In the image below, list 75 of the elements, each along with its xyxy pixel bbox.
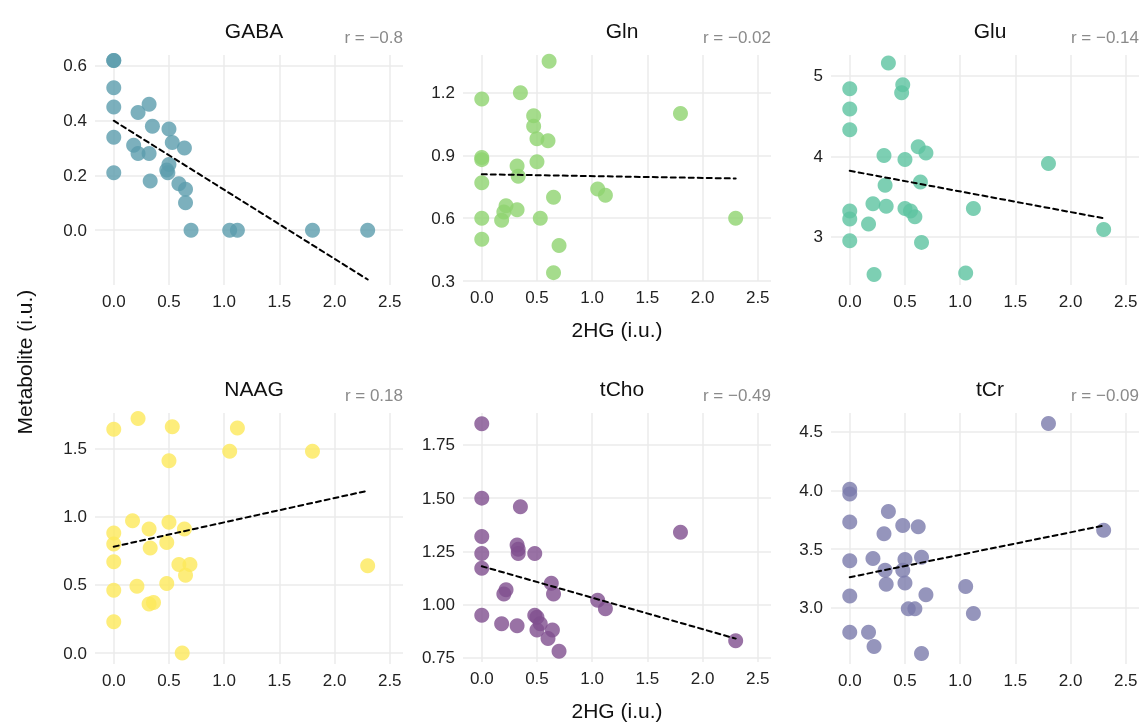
y-tick-label: 4.5 <box>799 422 823 442</box>
x-tick-label: 2.0 <box>322 292 347 311</box>
y-tick-label: 0.0 <box>63 220 87 240</box>
y-tick-label: 0.75 <box>421 648 455 668</box>
x-tick-label: 1.5 <box>267 292 292 311</box>
x-axis-title: 2HG (i.u.) <box>571 318 663 341</box>
y-tick-label: 4 <box>813 146 823 166</box>
chart-title: NAAG <box>224 377 284 400</box>
x-tick-label: 2.0 <box>1058 292 1083 311</box>
y-tick-label: 0.0 <box>63 643 87 663</box>
y-tick-label: 0.2 <box>63 165 87 185</box>
chart-title: Gln <box>605 19 639 42</box>
x-tick-label: 1.0 <box>212 671 236 690</box>
x-tick-label: 0.5 <box>525 288 549 307</box>
x-tick-label: 2.0 <box>690 669 715 688</box>
y-tick-label: 3 <box>813 227 823 247</box>
text: r = 0.18 <box>344 386 403 405</box>
text: r = −0.09 <box>1070 386 1140 405</box>
x-tick-label: 2.5 <box>745 669 770 688</box>
y-tick-label: 0.4 <box>63 111 87 131</box>
chart-title: Glu <box>973 19 1007 42</box>
x-tick-label: 1.5 <box>635 288 660 307</box>
y-tick-label: 1.00 <box>421 595 455 615</box>
x-tick-label: 2.5 <box>745 288 770 307</box>
y-tick-label: 0.5 <box>63 575 87 595</box>
chart-title: tCr <box>976 377 1004 400</box>
x-tick-label: 2.5 <box>1113 292 1138 311</box>
x-tick-label: 1.0 <box>948 292 972 311</box>
y-tick-label: 4.0 <box>799 480 823 500</box>
text: r = −0.02 <box>702 28 772 47</box>
x-tick-label: 1.0 <box>580 669 604 688</box>
x-tick-label: 1.5 <box>267 671 292 690</box>
x-tick-label: 1.5 <box>1003 292 1028 311</box>
x-tick-label: 2.5 <box>377 292 402 311</box>
text: r = −0.14 <box>1070 28 1140 47</box>
x-tick-label: 0.0 <box>837 292 862 311</box>
x-tick-label: 1.0 <box>580 288 604 307</box>
x-axis-title: 2HG (i.u.) <box>571 699 663 722</box>
chart-title: tCho <box>599 377 645 400</box>
x-tick-label: 0.5 <box>157 671 181 690</box>
x-tick-label: 1.5 <box>635 669 660 688</box>
y-tick-label: 5 <box>813 66 823 86</box>
y-tick-label: 0.6 <box>63 56 87 76</box>
x-tick-label: 0.0 <box>837 671 862 690</box>
x-tick-label: 0.0 <box>101 292 126 311</box>
y-tick-label: 0.3 <box>431 271 455 291</box>
x-tick-label: 0.5 <box>893 292 917 311</box>
x-tick-label: 1.0 <box>948 671 972 690</box>
x-tick-label: 2.0 <box>690 288 715 307</box>
x-tick-label: 2.0 <box>1058 671 1083 690</box>
x-tick-label: 1.5 <box>1003 671 1028 690</box>
x-tick-label: 2.5 <box>377 671 402 690</box>
y-tick-label: 1.0 <box>63 507 87 527</box>
x-tick-label: 0.5 <box>893 671 917 690</box>
y-tick-label: 1.75 <box>421 435 455 455</box>
y-tick-label: 3.5 <box>799 539 823 559</box>
y-tick-label: 1.5 <box>63 438 87 458</box>
x-tick-label: 1.0 <box>212 292 236 311</box>
x-tick-label: 0.5 <box>157 292 181 311</box>
x-tick-label: 0.0 <box>469 669 494 688</box>
x-tick-label: 2.5 <box>1113 671 1138 690</box>
y-tick-label: 3.0 <box>799 598 823 618</box>
y-tick-label: 1.50 <box>421 488 455 508</box>
x-tick-label: 2.0 <box>322 671 347 690</box>
text: r = −0.8 <box>344 28 404 47</box>
x-tick-label: 0.0 <box>101 671 126 690</box>
x-tick-label: 0.5 <box>525 669 549 688</box>
text: r = −0.49 <box>702 386 772 405</box>
y-tick-label: 0.6 <box>431 208 455 228</box>
y-tick-label: 0.9 <box>431 145 455 165</box>
y-tick-label: 1.25 <box>421 541 455 561</box>
y-tick-label: 1.2 <box>431 83 455 103</box>
x-tick-label: 0.0 <box>469 288 494 307</box>
y-axis-title: Metabolite (i.u.) <box>13 288 37 437</box>
chart-title: GABA <box>224 19 284 42</box>
